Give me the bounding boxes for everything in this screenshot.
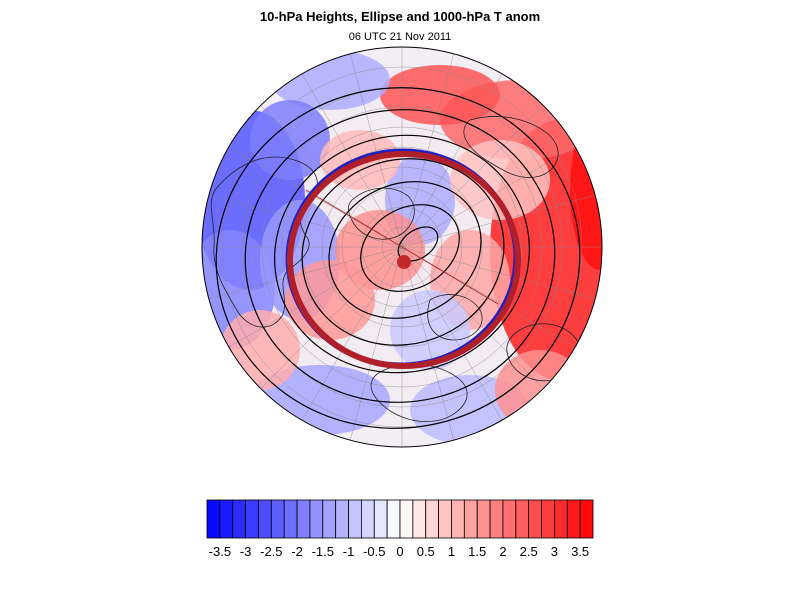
colorbar-tick-labels: -3.5 -3 -2.5 -2 -1.5 -1 -0.5 0 0.5 1 1.5 2 2.5 3 3.5 bbox=[209, 544, 590, 559]
chart-title: 10-hPa Heights, Ellipse and 1000-hPa T a… bbox=[259, 9, 541, 24]
colorbar-box bbox=[425, 499, 440, 539]
colorbar-tick-label: -1.5 bbox=[312, 544, 334, 559]
ellipse-major-axis bbox=[305, 189, 499, 305]
height-contour bbox=[301, 158, 505, 346]
colorbar-tick-label: 1 bbox=[448, 544, 455, 559]
anomaly-patch bbox=[450, 140, 550, 220]
colorbar-box bbox=[412, 499, 427, 539]
colorbar-tick-label: 0.5 bbox=[417, 544, 435, 559]
colorbar-box bbox=[335, 499, 349, 539]
height-contour bbox=[360, 204, 460, 292]
colorbar-tick-label: -2.5 bbox=[260, 544, 282, 559]
colorbar-box bbox=[360, 499, 375, 539]
colorbar-tick-label: 3.5 bbox=[571, 544, 589, 559]
colorbar-tick-label: -3.5 bbox=[209, 544, 231, 559]
colorbar-box bbox=[373, 499, 388, 539]
colorbar-tick-label: 2 bbox=[499, 544, 506, 559]
colorbar-box bbox=[476, 499, 491, 539]
colorbar-box bbox=[283, 499, 298, 539]
colorbar-box bbox=[245, 499, 259, 539]
colorbar-box bbox=[386, 499, 401, 539]
meridian-line bbox=[301, 246, 403, 421]
colorbar-box bbox=[219, 499, 234, 539]
colorbar-box bbox=[258, 499, 272, 539]
meridian-line bbox=[208, 246, 403, 300]
colorbar-box bbox=[438, 499, 452, 539]
anomaly-patch bbox=[250, 100, 330, 180]
colorbar-box bbox=[554, 499, 568, 539]
colorbar-box bbox=[206, 499, 221, 539]
map-border bbox=[201, 46, 603, 448]
colorbar-tick-label: -0.5 bbox=[363, 544, 385, 559]
height-contour bbox=[328, 181, 482, 319]
colorbar-box bbox=[502, 499, 517, 539]
meridian-line bbox=[401, 246, 596, 300]
colorbar-box bbox=[232, 499, 247, 539]
polar-map bbox=[201, 46, 603, 448]
colorbar-box bbox=[399, 499, 414, 539]
vortex-ellipse bbox=[287, 151, 521, 369]
ellipse-center-dot bbox=[397, 255, 411, 269]
colorbar-box bbox=[270, 499, 285, 539]
anomaly-patch bbox=[390, 290, 470, 370]
colorbar-box bbox=[541, 499, 555, 539]
meridian-line bbox=[208, 194, 403, 248]
colorbar-boxes bbox=[206, 499, 594, 539]
colorbar-box bbox=[566, 499, 581, 539]
colorbar-box bbox=[296, 499, 311, 539]
meridian-line bbox=[401, 246, 544, 389]
meridian-line bbox=[401, 246, 455, 441]
colorbar-box bbox=[322, 499, 337, 539]
colorbar-tick-label: 1.5 bbox=[468, 544, 486, 559]
temperature-anomaly-shading bbox=[202, 50, 602, 445]
meridian-line bbox=[228, 246, 403, 348]
height-contour bbox=[215, 87, 581, 429]
colorbar-tick-label: 0 bbox=[396, 544, 403, 559]
height-contour bbox=[274, 134, 530, 374]
meridian-line bbox=[260, 246, 403, 389]
chart-subtitle: 06 UTC 21 Nov 2011 bbox=[348, 31, 452, 43]
meridian-line bbox=[401, 194, 596, 248]
colorbar-box bbox=[579, 499, 594, 539]
colorbar-box bbox=[489, 499, 504, 539]
colorbar-tick-label: 3 bbox=[551, 544, 558, 559]
meridian-line bbox=[401, 246, 503, 421]
colorbar-tick-label: 2.5 bbox=[520, 544, 538, 559]
meridian-line bbox=[401, 53, 455, 248]
colorbar-box bbox=[463, 499, 478, 539]
colorbar-box bbox=[348, 499, 362, 539]
colorbar-box bbox=[515, 499, 530, 539]
height-contour bbox=[244, 109, 556, 403]
colorbar-box bbox=[309, 499, 324, 539]
height-contours bbox=[215, 87, 581, 429]
colorbar-tick-label: -1 bbox=[343, 544, 355, 559]
map-disk bbox=[202, 47, 602, 447]
colorbar-box bbox=[528, 499, 542, 539]
colorbar-tick-label: -3 bbox=[240, 544, 252, 559]
colorbar-box bbox=[451, 499, 465, 539]
meridian-line bbox=[349, 53, 403, 248]
colorbar-tick-label: -2 bbox=[291, 544, 303, 559]
